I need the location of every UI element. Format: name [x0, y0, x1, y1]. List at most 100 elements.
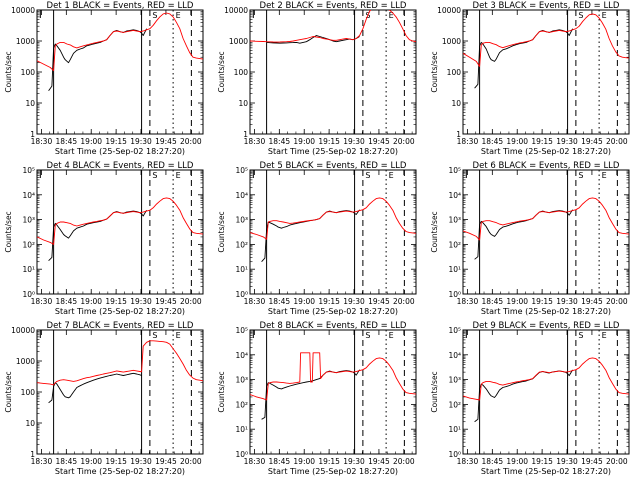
y-tick-label: 10² [235, 240, 248, 249]
x-tick-label: 19:00 [80, 457, 102, 466]
panel-det-1: Det 1 BLACK = Events, RED = LLD 1 10 100 100… [4, 1, 204, 156]
y-axis-label: Counts/sec [4, 51, 13, 92]
y-axis-label: Counts/sec [430, 371, 439, 412]
x-tick-label: 19:45 [155, 297, 177, 306]
series-events-line [48, 28, 148, 91]
x-tick-label: 18:45 [269, 137, 291, 146]
top-marker: E [602, 331, 607, 340]
x-tick-label: 18:30 [457, 297, 479, 306]
x-tick-label: 19:30 [556, 297, 578, 306]
y-tick-label: 10² [448, 400, 461, 409]
y-tick-label: 1000 [442, 37, 461, 46]
panel-det-5: Det 5 BLACK = Events, RED = LLD 10⁰ 10¹ 10²… [217, 161, 417, 316]
y-tick-label: 10⁴ [448, 191, 461, 200]
y-tick-label: 10⁰ [448, 290, 461, 299]
y-tick-label: 1000 [229, 37, 248, 46]
x-tick-label: 19:15 [105, 457, 127, 466]
top-marker: E [389, 331, 394, 340]
y-tick-label: 100 [21, 68, 36, 77]
y-tick-label: 10⁰ [235, 450, 248, 459]
x-tick-label: 18:45 [269, 297, 291, 306]
series-events-line [474, 369, 573, 423]
series-lld-line [463, 197, 629, 241]
y-tick-label: 10⁴ [22, 191, 35, 200]
x-tick-label: 20:00 [180, 137, 202, 146]
y-tick-label: 10000 [11, 326, 35, 335]
y-tick-label: 10³ [448, 216, 461, 225]
y-tick-label: 10⁴ [235, 191, 248, 200]
panel-det-7: Det 7 BLACK = Events, RED = LLD 1 10 100 100… [4, 321, 204, 476]
x-tick-label: 19:00 [293, 297, 315, 306]
series-lld-line [37, 340, 203, 386]
y-tick-label: 10³ [448, 376, 461, 385]
y-tick-label: 10⁰ [235, 290, 248, 299]
x-tick-label: 18:45 [56, 457, 78, 466]
x-axis-label: Start Time (25-Sep-02 18:27:20) [268, 467, 398, 476]
x-tick-label: 19:30 [130, 137, 152, 146]
y-tick-label: 10⁵ [235, 166, 248, 175]
top-marker: S [365, 331, 370, 340]
panel-det-3: Det 3 BLACK = Events, RED = LLD 1 10 100 100… [430, 1, 630, 156]
y-axis-label: Counts/sec [4, 371, 13, 412]
y-tick-label: 10⁰ [448, 450, 461, 459]
x-axis-label: Start Time (25-Sep-02 18:27:20) [55, 147, 185, 156]
x-tick-label: 20:00 [606, 137, 628, 146]
top-marker: E [602, 171, 607, 180]
x-tick-label: 18:30 [31, 297, 53, 306]
panel-title: Det 3 BLACK = Events, RED = LLD [473, 1, 620, 11]
y-tick-label: 10 [25, 99, 35, 108]
y-axis-label: Counts/sec [217, 211, 226, 252]
y-tick-label: 1000 [16, 37, 35, 46]
x-tick-label: 20:00 [180, 297, 202, 306]
panel-title: Det 8 BLACK = Events, RED = LLD [260, 321, 407, 331]
x-tick-label: 20:00 [393, 457, 415, 466]
panel-det-8: Det 8 BLACK = Events, RED = LLD 10⁰ 10¹ 10²… [217, 321, 417, 476]
x-axis-label: Start Time (25-Sep-02 18:27:20) [481, 147, 611, 156]
x-tick-label: 19:30 [130, 457, 152, 466]
y-tick-label: 10 [451, 99, 461, 108]
x-tick-label: 19:30 [343, 297, 365, 306]
top-marker: S [578, 331, 583, 340]
series-lld-line [37, 12, 203, 72]
x-tick-label: 18:30 [457, 457, 479, 466]
y-tick-label: 10000 [437, 6, 461, 15]
plot-frame [462, 169, 630, 295]
x-tick-label: 19:45 [368, 137, 390, 146]
x-tick-label: 18:30 [31, 137, 53, 146]
x-tick-label: 19:15 [318, 137, 340, 146]
y-tick-label: 10 [238, 99, 248, 108]
x-tick-label: 19:00 [506, 297, 528, 306]
x-tick-label: 18:45 [482, 297, 504, 306]
top-marker: E [176, 171, 181, 180]
x-tick-label: 19:15 [318, 297, 340, 306]
y-tick-label: 10¹ [448, 425, 461, 434]
top-marker: S [152, 331, 157, 340]
y-tick-label: 10⁰ [22, 290, 35, 299]
x-tick-label: 18:45 [482, 457, 504, 466]
y-axis-label: Counts/sec [217, 51, 226, 92]
x-tick-label: 20:00 [606, 457, 628, 466]
y-tick-label: 10⁵ [448, 166, 461, 175]
x-tick-label: 19:00 [80, 137, 102, 146]
series-events-line [474, 209, 573, 260]
x-tick-label: 19:45 [581, 457, 603, 466]
panel-title: Det 6 BLACK = Events, RED = LLD [473, 161, 620, 171]
top-marker: E [176, 11, 181, 20]
series-events-line [48, 372, 142, 404]
y-axis-label: Counts/sec [430, 51, 439, 92]
x-axis-label: Start Time (25-Sep-02 18:27:20) [55, 467, 185, 476]
panel-title: Det 1 BLACK = Events, RED = LLD [47, 1, 194, 11]
top-marker: S [152, 11, 157, 20]
x-tick-label: 19:00 [506, 457, 528, 466]
x-tick-label: 20:00 [393, 297, 415, 306]
panel-title: Det 9 BLACK = Events, RED = LLD [473, 321, 620, 331]
panel-title: Det 7 BLACK = Events, RED = LLD [47, 321, 194, 331]
series-events-line [261, 209, 360, 263]
x-tick-label: 18:30 [31, 457, 53, 466]
plot-frame [249, 329, 417, 455]
x-tick-label: 18:45 [269, 457, 291, 466]
y-axis-label: Counts/sec [217, 371, 226, 412]
y-tick-label: 10³ [235, 216, 248, 225]
x-tick-label: 19:15 [531, 457, 553, 466]
y-tick-label: 100 [21, 388, 36, 397]
